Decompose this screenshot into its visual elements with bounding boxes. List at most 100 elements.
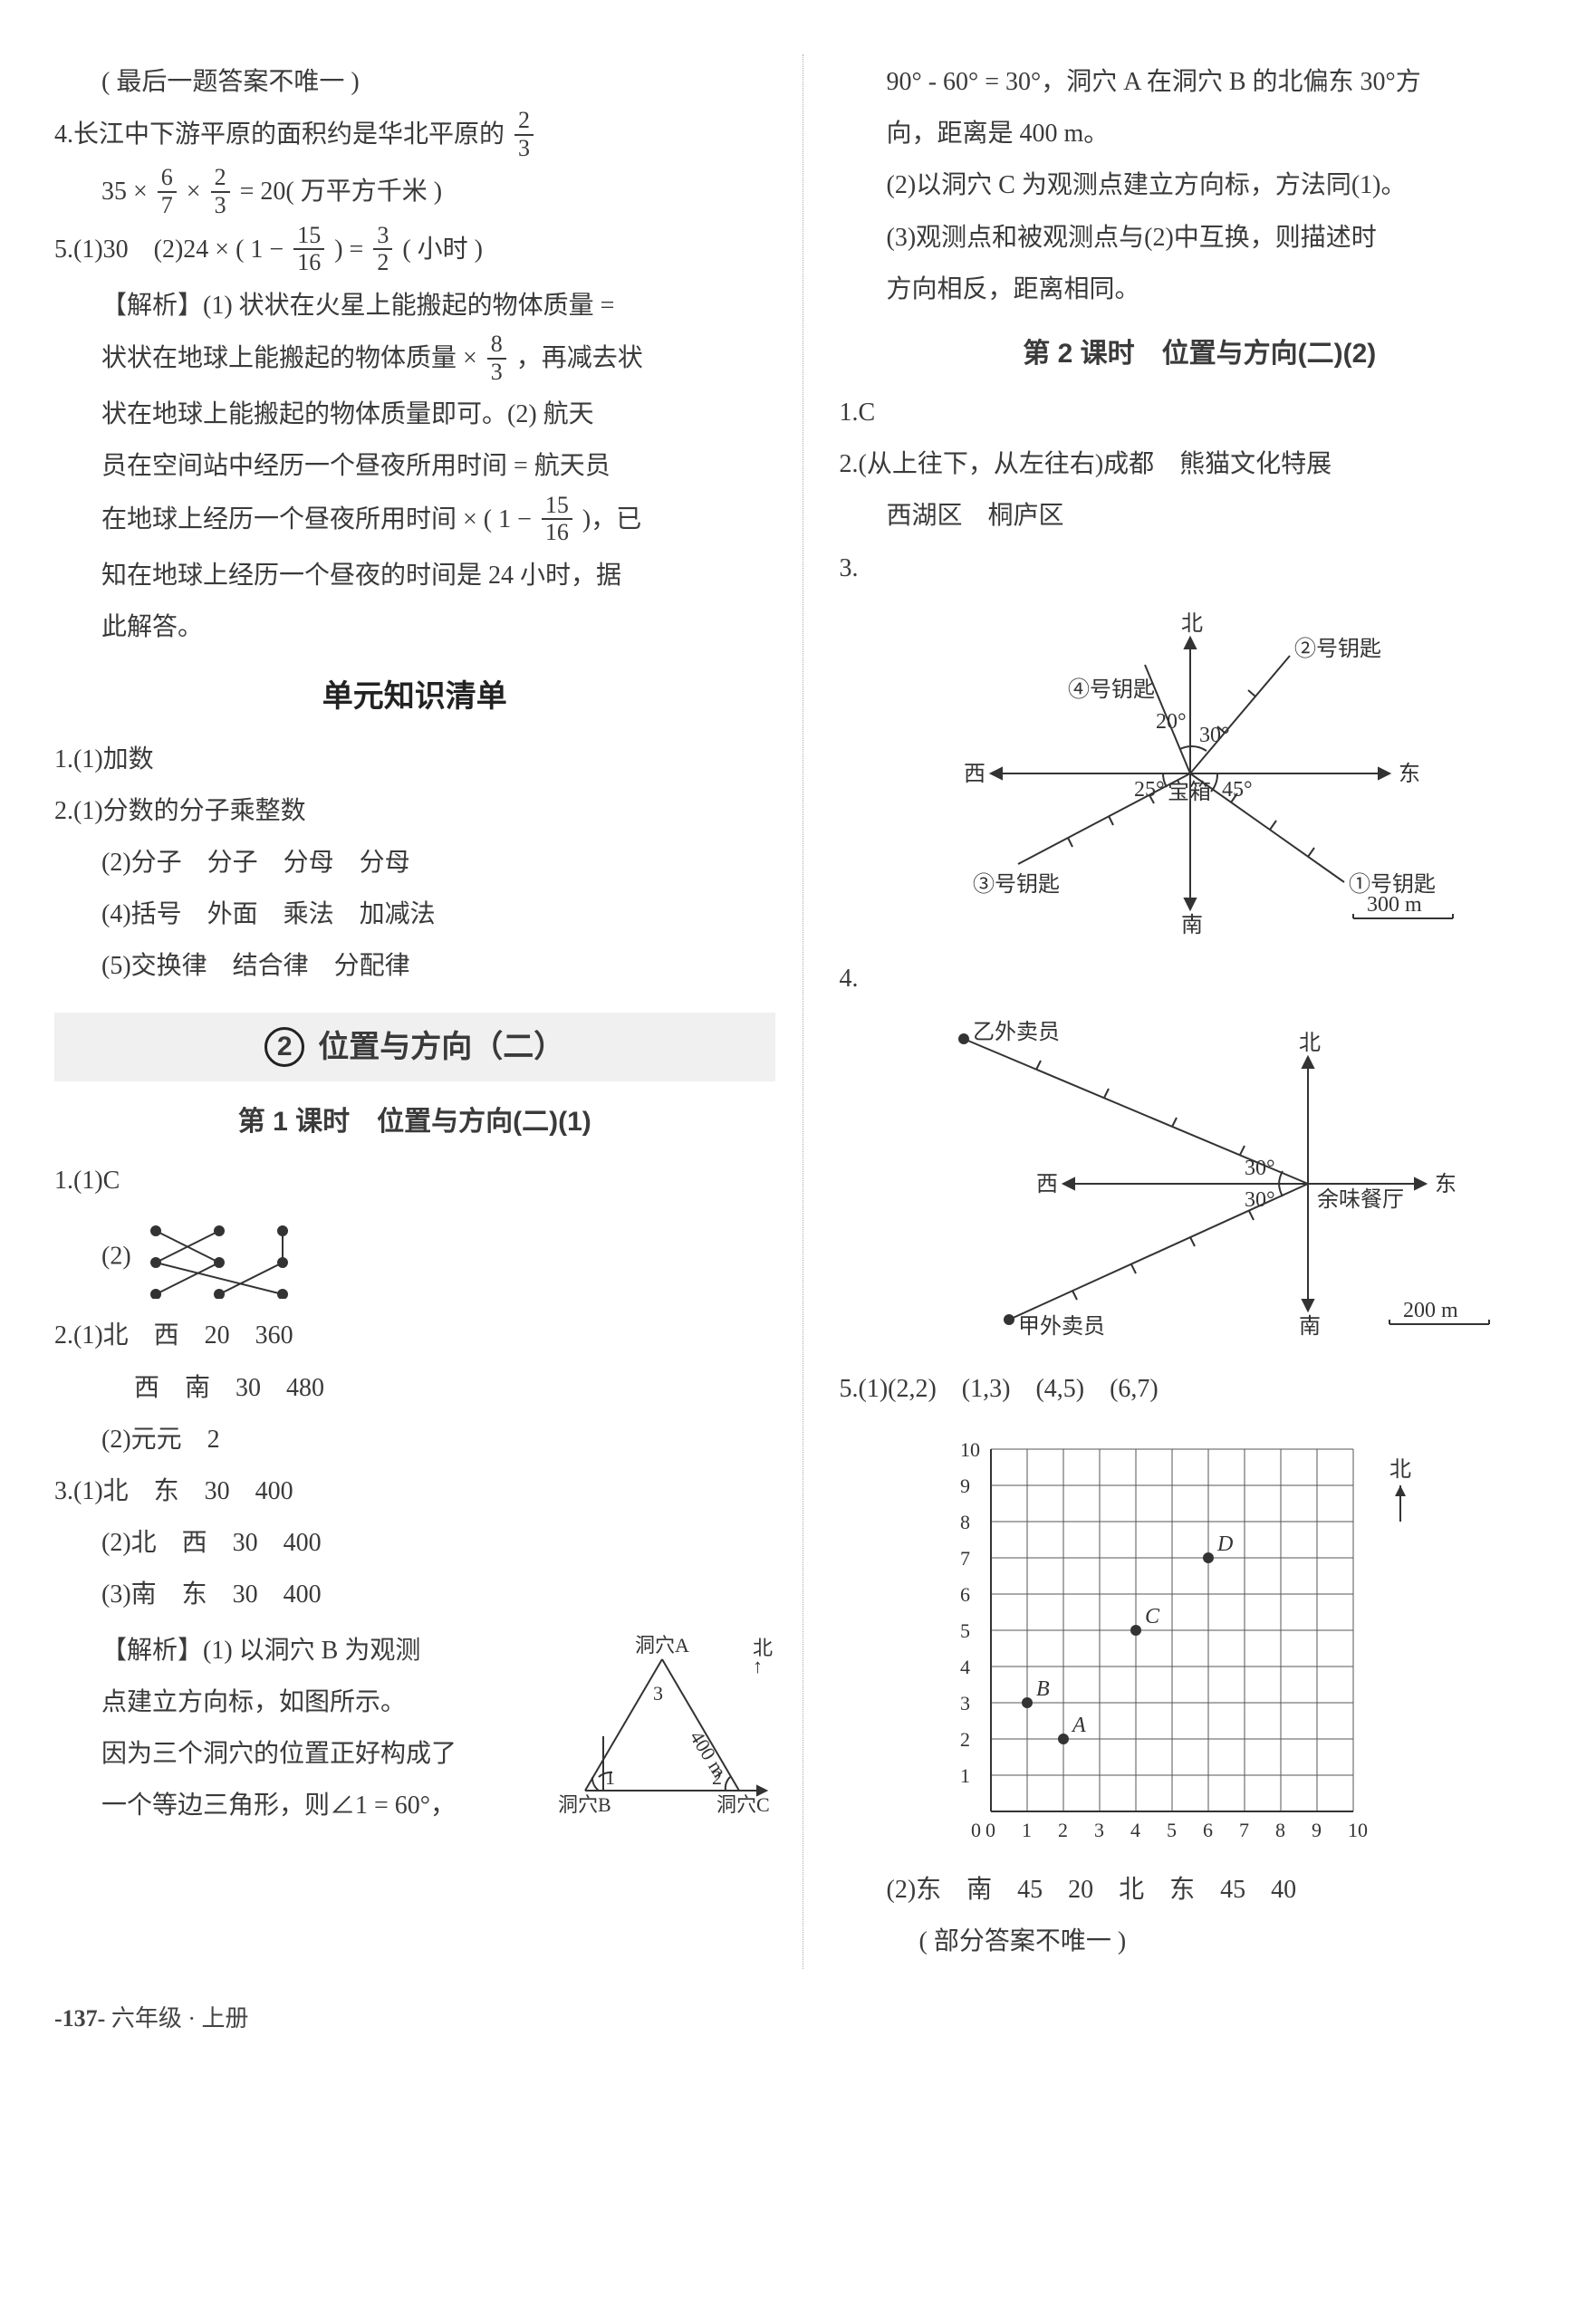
- svg-text:西: 西: [964, 763, 985, 786]
- q4-line2: 35 × 67 × 23 = 20( 万平方千米 ): [54, 167, 775, 220]
- chapter-text: 位置与方向（二）: [318, 1030, 564, 1064]
- chapter-number: 2: [264, 1027, 304, 1067]
- l3-2: (2)北 西 30 400: [54, 1519, 775, 1567]
- chapter-title: 2 位置与方向（二）: [54, 1013, 775, 1082]
- grid-diagram: 012345678910123456789100ABCD北: [918, 1422, 1480, 1857]
- cont5: 方向相反，距离相同。: [840, 265, 1561, 313]
- svg-text:1: 1: [1022, 1819, 1032, 1841]
- cont4: (3)观测点和被观测点与(2)中互换，则描述时: [840, 214, 1561, 262]
- q5a: 5.(1)30 (2)24 ×: [54, 235, 229, 264]
- r5: 5.(1)(2,2) (1,3) (4,5) (6,7): [840, 1365, 1561, 1413]
- svg-text:西: 西: [1036, 1173, 1058, 1196]
- lesson2-title: 第 2 课时 位置与方向(二)(2): [840, 328, 1561, 379]
- l2-2: (2)元元 2: [54, 1416, 775, 1464]
- analysis-6: 知在地球上经历一个昼夜的时间是 24 小时，据: [54, 552, 775, 600]
- analysis-label2: 【解析】: [101, 1637, 203, 1665]
- r5-2b: ( 部分答案不唯一 ): [840, 1917, 1561, 1965]
- svg-text:北: 北: [1389, 1457, 1411, 1482]
- frac-2-3b: 23: [211, 165, 230, 218]
- svg-text:洞穴A: 洞穴A: [635, 1634, 689, 1657]
- q4-text: 4.长江中下游平原的面积约是华北平原的: [54, 120, 505, 149]
- svg-text:7: 7: [960, 1547, 970, 1570]
- unit-title: 单元知识清单: [54, 668, 775, 726]
- svg-text:0: 0: [985, 1819, 995, 1841]
- svg-text:1: 1: [605, 1766, 615, 1789]
- svg-text:6: 6: [1203, 1819, 1213, 1841]
- frac-8-3: 83: [487, 331, 506, 385]
- analysis-7: 此解答。: [54, 603, 775, 651]
- frac-15-16: 1516: [293, 223, 324, 276]
- r5-2: (2)东 南 45 20 北 东 45 40: [840, 1866, 1561, 1914]
- page-number: -137-: [54, 2005, 105, 2032]
- svg-text:30°: 30°: [1245, 1188, 1275, 1212]
- l3-1: 3.(1)北 东 30 400: [54, 1467, 775, 1515]
- frac-15-16b: 1516: [542, 493, 572, 546]
- svg-text:2: 2: [1058, 1819, 1068, 1841]
- analysis-3: 状在地球上能搬起的物体质量即可。(2) 航天: [54, 390, 775, 438]
- svg-text:4: 4: [1130, 1819, 1140, 1841]
- analysis-5: 在地球上经历一个昼夜所用时间 × ( 1 − 1516 )，已: [54, 495, 775, 548]
- svg-text:20°: 20°: [1156, 710, 1187, 734]
- l1-2: (2): [54, 1208, 775, 1308]
- frac-2-3: 23: [514, 108, 534, 161]
- page-footer: -137- 六年级 · 上册: [54, 1996, 1560, 2041]
- svg-text:10: 10: [1348, 1819, 1368, 1841]
- cont3: (2)以洞穴 C 为观测点建立方向标，方法同(1)。: [840, 161, 1561, 209]
- svg-text:3: 3: [960, 1692, 970, 1715]
- svg-text:乙外卖员: 乙外卖员: [973, 1020, 1060, 1044]
- svg-text:30°: 30°: [1245, 1157, 1275, 1180]
- svg-text:洞穴C: 洞穴C: [716, 1793, 770, 1813]
- u2-2: (2)分子 分子 分母 分母: [54, 839, 775, 887]
- svg-text:东: 东: [1435, 1172, 1457, 1196]
- svg-text:甲外卖员: 甲外卖员: [1018, 1314, 1105, 1339]
- u2: 2.(1)分数的分子乘整数: [54, 787, 775, 835]
- svg-text:宝箱: 宝箱: [1168, 780, 1211, 804]
- svg-text:45°: 45°: [1222, 778, 1253, 802]
- svg-text:9: 9: [1312, 1819, 1322, 1841]
- q4-result: = 20( 万平方千米 ): [240, 178, 442, 206]
- page: ( 最后一题答案不唯一 ) 4.长江中下游平原的面积约是华北平原的 23 35 …: [54, 54, 1560, 1969]
- svg-text:余味餐厅: 余味餐厅: [1317, 1187, 1404, 1212]
- r2b: 西湖区 桐庐区: [840, 492, 1561, 540]
- svg-text:北: 北: [1181, 611, 1203, 636]
- delivery-diagram: 北 南 东 西 余味餐厅 乙外卖员 甲外卖员 30° 30° 200 m: [882, 1012, 1516, 1356]
- l1-1: 1.(1)C: [54, 1157, 775, 1205]
- l3-ana4: 一个等边三角形，则∠1 = 60°，: [54, 1782, 540, 1830]
- l3-ana3: 因为三个洞穴的位置正好构成了: [54, 1730, 540, 1778]
- l3-3: (3)南 东 30 400: [54, 1571, 775, 1619]
- svg-text:南: 南: [1181, 913, 1203, 937]
- analysis-1: 【解析】(1) 状状在火星上能搬起的物体质量 =: [54, 282, 775, 330]
- analysis-4: 员在空间站中经历一个昼夜所用时间 = 航天员: [54, 442, 775, 490]
- svg-text:3: 3: [653, 1682, 663, 1705]
- svg-text:B: B: [1036, 1677, 1050, 1701]
- svg-text:1: 1: [960, 1764, 970, 1787]
- l2-1b: 西 南 30 480: [54, 1364, 775, 1412]
- svg-text:洞穴B: 洞穴B: [558, 1793, 611, 1813]
- q5b: ( 小时 ): [402, 235, 483, 264]
- u2-5: (5)交换律 结合律 分配律: [54, 942, 775, 990]
- left-column: ( 最后一题答案不唯一 ) 4.长江中下游平原的面积约是华北平原的 23 35 …: [54, 54, 803, 1969]
- svg-text:北: 北: [1299, 1031, 1321, 1055]
- svg-text:8: 8: [1275, 1819, 1285, 1841]
- compass-diagram: 北 南 东 西 宝箱 ②号钥匙 ④号钥匙 ①号钥匙 ③号钥匙 20° 30° 4…: [918, 601, 1480, 946]
- svg-text:5: 5: [1167, 1819, 1177, 1841]
- svg-text:南: 南: [1299, 1314, 1321, 1339]
- svg-text:25°: 25°: [1134, 778, 1165, 802]
- svg-text:5: 5: [960, 1619, 970, 1642]
- cont2: 向，距离是 400 m。: [840, 110, 1561, 158]
- svg-text:④号钥匙: ④号钥匙: [1068, 677, 1155, 702]
- frac-3-2: 32: [373, 223, 392, 276]
- l3-ana2: 点建立方向标，如图所示。: [54, 1678, 540, 1726]
- svg-text:2: 2: [960, 1728, 970, 1751]
- svg-text:7: 7: [1239, 1819, 1249, 1841]
- svg-text:D: D: [1216, 1532, 1233, 1556]
- cave-triangle-diagram: 洞穴A 洞穴B 洞穴C 北 ↑ 3 1 2 400 m: [549, 1632, 775, 1813]
- lesson1-title: 第 1 课时 位置与方向(二)(1): [54, 1096, 775, 1148]
- r3: 3.: [840, 544, 1561, 592]
- cont1: 90° - 60° = 30°，洞穴 A 在洞穴 B 的北偏东 30°方: [840, 58, 1561, 106]
- right-column: 90° - 60° = 30°，洞穴 A 在洞穴 B 的北偏东 30°方 向，距…: [840, 54, 1561, 1969]
- footer-label: 六年级 · 上册: [111, 2005, 249, 2032]
- svg-text:↑: ↑: [753, 1655, 763, 1677]
- frac-6-7: 67: [158, 165, 177, 218]
- matching-diagram: [138, 1217, 319, 1299]
